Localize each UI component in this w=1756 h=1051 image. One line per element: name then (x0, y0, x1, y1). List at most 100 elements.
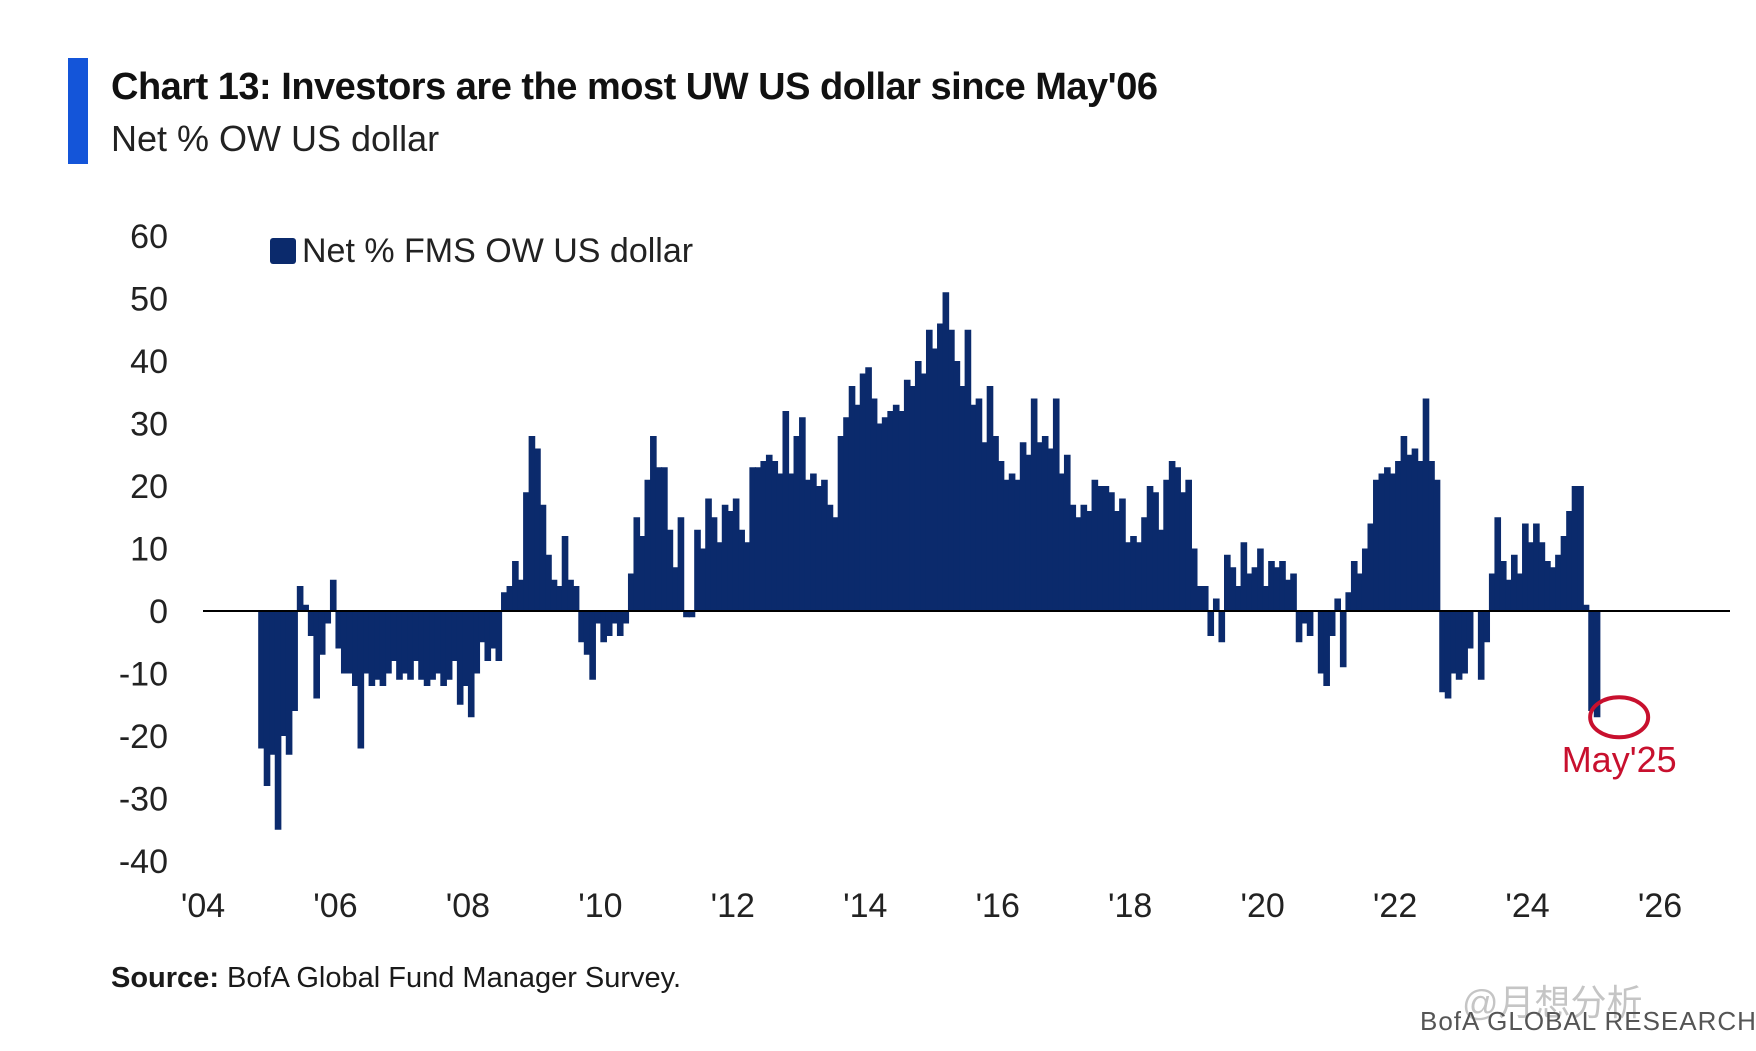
bar (539, 504, 547, 611)
bar (357, 611, 365, 749)
chart-title: Chart 13: Investors are the most UW US d… (111, 66, 1158, 108)
y-tick-label: 30 (130, 406, 168, 444)
x-tick-label: '06 (313, 887, 357, 925)
bar (1135, 542, 1143, 611)
bar (1080, 504, 1088, 611)
bar (307, 611, 315, 636)
bar (1499, 561, 1507, 611)
bar (495, 611, 503, 661)
bar (583, 611, 591, 655)
bar (1097, 486, 1104, 611)
y-tick-label: -30 (119, 781, 168, 819)
bar (1477, 611, 1485, 680)
bar (324, 611, 332, 624)
x-tick-label: '12 (711, 887, 755, 925)
bar (379, 611, 387, 686)
bar (1185, 479, 1192, 611)
bar (1063, 454, 1071, 611)
bar (335, 611, 343, 649)
bar (1058, 473, 1066, 611)
bar (567, 579, 574, 611)
bar (291, 611, 298, 711)
bar (390, 611, 398, 661)
bar (1582, 604, 1590, 611)
legend-label: Net % FMS OW US dollar (302, 232, 693, 270)
bar (1505, 579, 1513, 611)
may25-annotation-label: May'25 (1562, 739, 1677, 780)
bar (970, 404, 977, 611)
bar (1240, 542, 1248, 611)
bar (1588, 611, 1595, 711)
bar (776, 473, 784, 611)
bar (997, 461, 1005, 611)
bar (749, 467, 756, 611)
bar (616, 611, 624, 636)
bar (1301, 611, 1308, 624)
bar (302, 604, 309, 611)
bar (644, 479, 652, 611)
bar (815, 486, 823, 611)
bar (368, 611, 376, 686)
bar (1400, 436, 1408, 611)
bar (986, 386, 994, 611)
bar (1284, 579, 1292, 611)
bar (1279, 561, 1286, 611)
bar (412, 611, 420, 661)
bar (385, 611, 392, 674)
bar (1566, 511, 1573, 611)
bar (274, 611, 282, 830)
bar (743, 542, 751, 611)
x-tick-label: '20 (1240, 887, 1284, 925)
bar (1047, 448, 1055, 611)
bar (705, 498, 712, 611)
bar (854, 404, 861, 611)
bar (1019, 442, 1027, 611)
bar (826, 504, 834, 611)
bar (694, 529, 701, 611)
bar (451, 611, 458, 661)
bar (363, 611, 370, 674)
bar (931, 348, 939, 611)
bar (456, 611, 464, 705)
bar (892, 404, 900, 611)
bar (1538, 542, 1546, 611)
bar (1290, 573, 1297, 611)
bar (1378, 473, 1386, 611)
x-tick-label: '24 (1505, 887, 1549, 925)
bar (1251, 567, 1259, 611)
bar (512, 561, 519, 611)
bar (1119, 498, 1126, 611)
bar (1218, 611, 1226, 643)
bar (771, 461, 779, 611)
bar (1041, 436, 1049, 611)
bar (1235, 586, 1242, 611)
bar (1439, 611, 1446, 693)
bar (423, 611, 431, 686)
bar (285, 611, 293, 755)
x-tick-label: '18 (1108, 887, 1152, 925)
bar (975, 398, 983, 611)
bar (340, 611, 348, 674)
y-tick-label: -40 (119, 843, 168, 881)
y-axis-ticks: 60 50 40 30 20 10 0 -10 -20 -30 -40 (119, 218, 168, 881)
bar (1389, 473, 1397, 611)
bar (1411, 448, 1419, 611)
bar (1246, 573, 1253, 611)
bar (484, 611, 492, 661)
bar (1069, 504, 1077, 611)
y-tick-label: 10 (130, 531, 168, 569)
bar (1406, 454, 1413, 611)
bar (732, 498, 740, 611)
y-tick-label: 40 (130, 343, 168, 381)
bar (688, 611, 696, 618)
bar (258, 611, 265, 749)
bar (1593, 611, 1601, 718)
bar (1334, 598, 1341, 611)
watermark: @月想分析 (1462, 982, 1643, 1023)
bar (1555, 554, 1562, 611)
bar (1124, 542, 1132, 611)
bar (1560, 536, 1568, 611)
bar (561, 536, 569, 611)
bar (374, 611, 381, 680)
bar (1036, 442, 1043, 611)
